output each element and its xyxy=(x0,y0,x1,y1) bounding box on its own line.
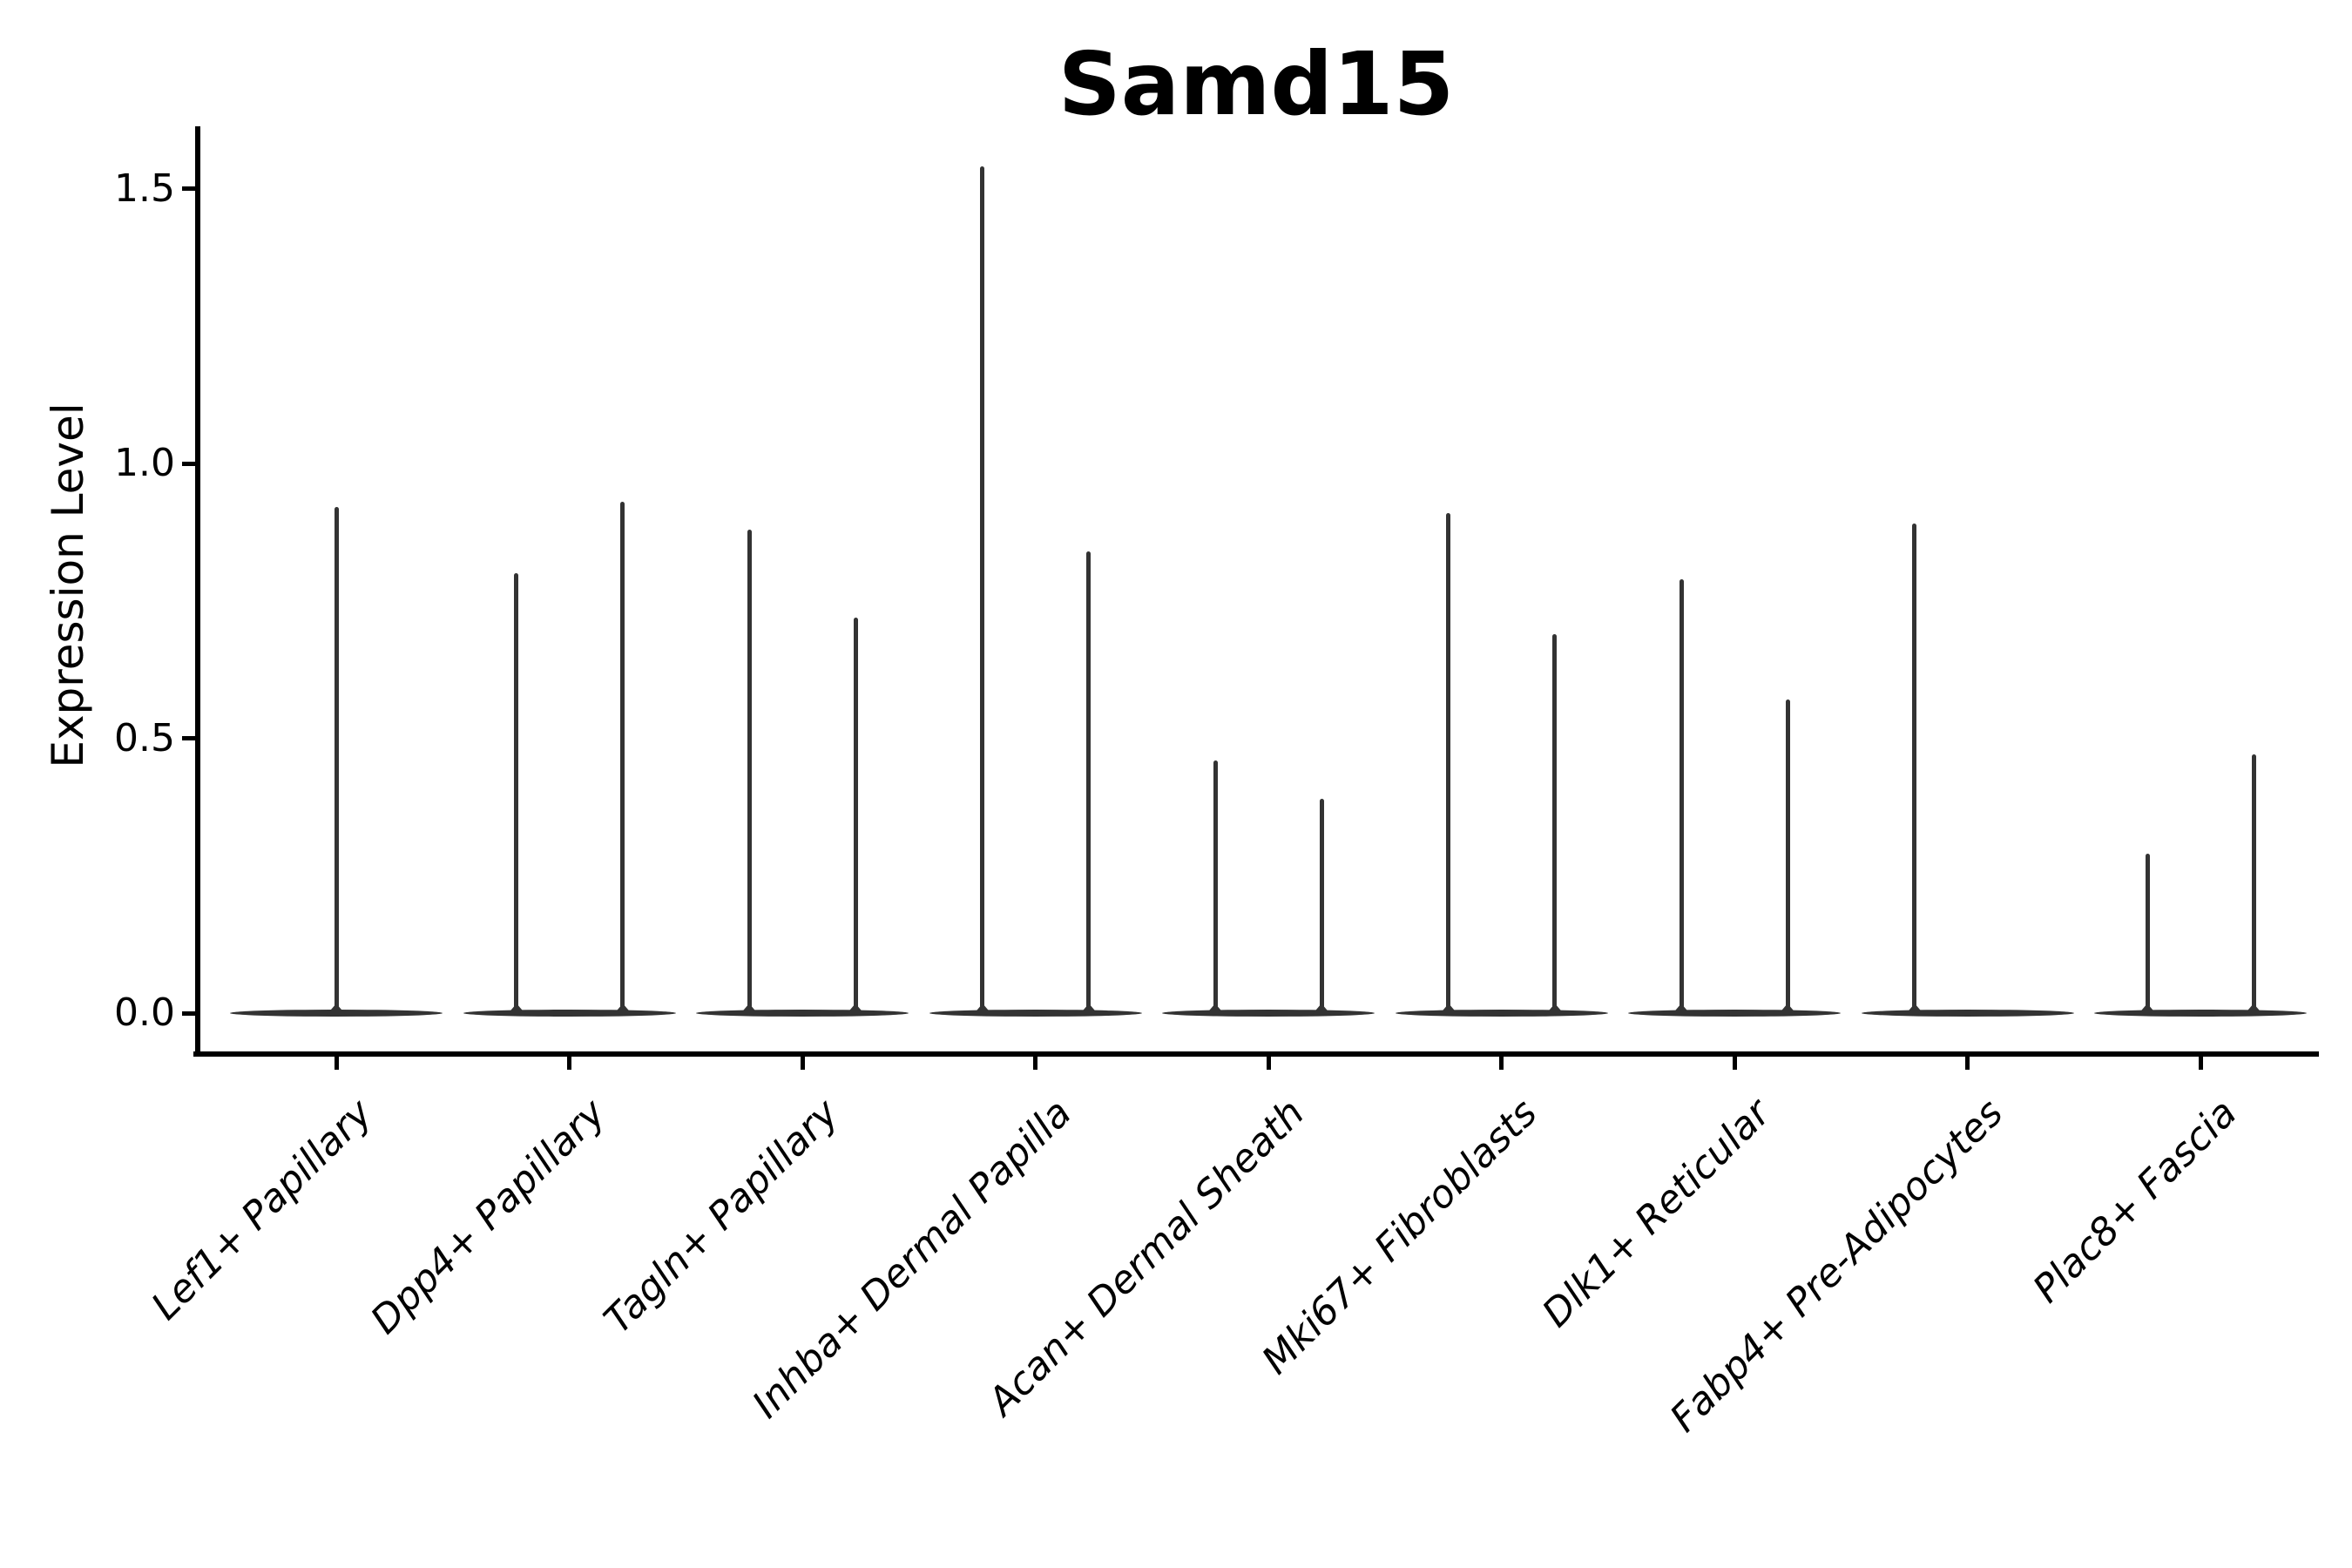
x-axis-spine xyxy=(193,1051,2319,1057)
x-tick-mark xyxy=(2198,1057,2203,1070)
x-tick-mark xyxy=(567,1057,571,1070)
y-tick-mark xyxy=(182,186,195,191)
x-tick-label: Tagln+ Papillary xyxy=(595,1091,848,1342)
violin-base xyxy=(696,1010,909,1017)
violin-base xyxy=(2094,1010,2307,1017)
violin-spike-flare xyxy=(971,1004,993,1016)
x-tick-label: Dlk1+ Reticular xyxy=(1533,1091,1780,1336)
x-tick-mark xyxy=(1732,1057,1737,1070)
x-tick-label: Plac8+ Fascia xyxy=(2024,1091,2246,1312)
violin-spike xyxy=(1213,760,1218,1013)
violin-spike xyxy=(1446,512,1450,1013)
violin-spike-flare xyxy=(1671,1004,1692,1016)
violin-spike xyxy=(853,617,858,1013)
y-tick-mark xyxy=(182,736,195,740)
violin-spike xyxy=(620,502,625,1013)
y-tick-mark xyxy=(182,461,195,466)
violin-spike xyxy=(980,166,984,1013)
x-tick-label: Mki67+ Fibroblasts xyxy=(1254,1091,1546,1383)
chart-title: Samd15 xyxy=(1058,33,1455,135)
violin-spike-flare xyxy=(845,1004,866,1016)
violin-spike-flare xyxy=(326,1004,347,1016)
x-tick-label: Lef1+ Papillary xyxy=(143,1091,382,1329)
y-tick-label: 0.0 xyxy=(114,990,175,1035)
violin-spike-flare xyxy=(739,1004,760,1016)
x-tick-mark xyxy=(1033,1057,1037,1070)
violin-spike-flare xyxy=(1544,1004,1565,1016)
violin-base xyxy=(929,1010,1142,1017)
y-tick-label: 1.5 xyxy=(114,166,175,211)
y-tick-label: 1.0 xyxy=(114,441,175,485)
violin-spike-flare xyxy=(1205,1004,1226,1016)
violin-spike xyxy=(747,529,752,1013)
y-tick-mark xyxy=(182,1010,195,1016)
violin-spike-flare xyxy=(505,1004,527,1016)
violin-base xyxy=(1628,1010,1841,1017)
x-tick-label: Dpp4+ Papillary xyxy=(362,1091,614,1343)
violin-spike xyxy=(2145,854,2150,1013)
violin-spike xyxy=(1912,524,1916,1013)
violin-spike-flare xyxy=(1437,1004,1459,1016)
violin-spike xyxy=(1319,798,1324,1013)
y-tick-label: 0.5 xyxy=(114,715,175,760)
x-tick-mark xyxy=(1965,1057,1970,1070)
violin-spike xyxy=(514,573,518,1013)
x-tick-mark xyxy=(1499,1057,1504,1070)
violin-spike xyxy=(1552,633,1557,1013)
violin-spike-flare xyxy=(2137,1004,2158,1016)
y-axis-spine xyxy=(195,126,200,1057)
x-tick-mark xyxy=(800,1057,805,1070)
violin-spike xyxy=(1785,700,1790,1013)
violin-spike-flare xyxy=(1311,1004,1332,1016)
violin-spike-flare xyxy=(612,1004,633,1016)
violin-spike xyxy=(1679,578,1684,1013)
violin-base xyxy=(1395,1010,1608,1017)
violin-spike xyxy=(334,507,339,1013)
x-tick-mark xyxy=(334,1057,339,1070)
violin-spike-flare xyxy=(2243,1004,2264,1016)
violin-base xyxy=(1861,1010,2074,1017)
x-tick-mark xyxy=(1266,1057,1271,1070)
violin-base xyxy=(463,1010,676,1017)
violin-spike-flare xyxy=(1777,1004,1798,1016)
violin-spike xyxy=(2251,754,2256,1013)
violin-base xyxy=(1162,1010,1375,1017)
violin-spike-flare xyxy=(1903,1004,1925,1016)
violin-spike xyxy=(1086,551,1091,1013)
violin-spike-flare xyxy=(1078,1004,1099,1016)
